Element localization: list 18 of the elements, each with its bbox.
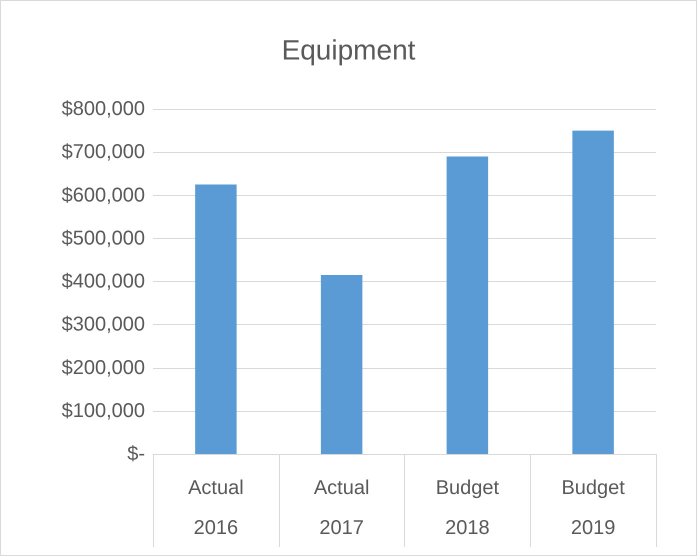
y-tick-label: $200,000 xyxy=(62,356,145,379)
y-tick-label: $300,000 xyxy=(62,314,145,336)
y-tick-label: $- xyxy=(127,443,145,465)
bar xyxy=(572,130,614,454)
y-tick-label: $400,000 xyxy=(62,270,145,292)
y-tick-label: $100,000 xyxy=(62,400,145,422)
y-tick-label: $500,000 xyxy=(62,227,145,250)
bar xyxy=(446,156,488,454)
y-tick-label: $700,000 xyxy=(62,141,145,164)
x-tick-label: Actual 2017 xyxy=(314,477,370,539)
x-tick-label: Budget 2018 xyxy=(436,477,500,539)
chart-title: Equipment xyxy=(282,34,416,66)
bar xyxy=(195,184,237,454)
y-tick-label: $800,000 xyxy=(62,98,145,120)
bar xyxy=(320,275,362,454)
y-tick-label: $600,000 xyxy=(62,184,145,206)
x-tick-label: Budget 2019 xyxy=(561,477,626,539)
x-tick-label: Actual 2016 xyxy=(188,477,244,539)
